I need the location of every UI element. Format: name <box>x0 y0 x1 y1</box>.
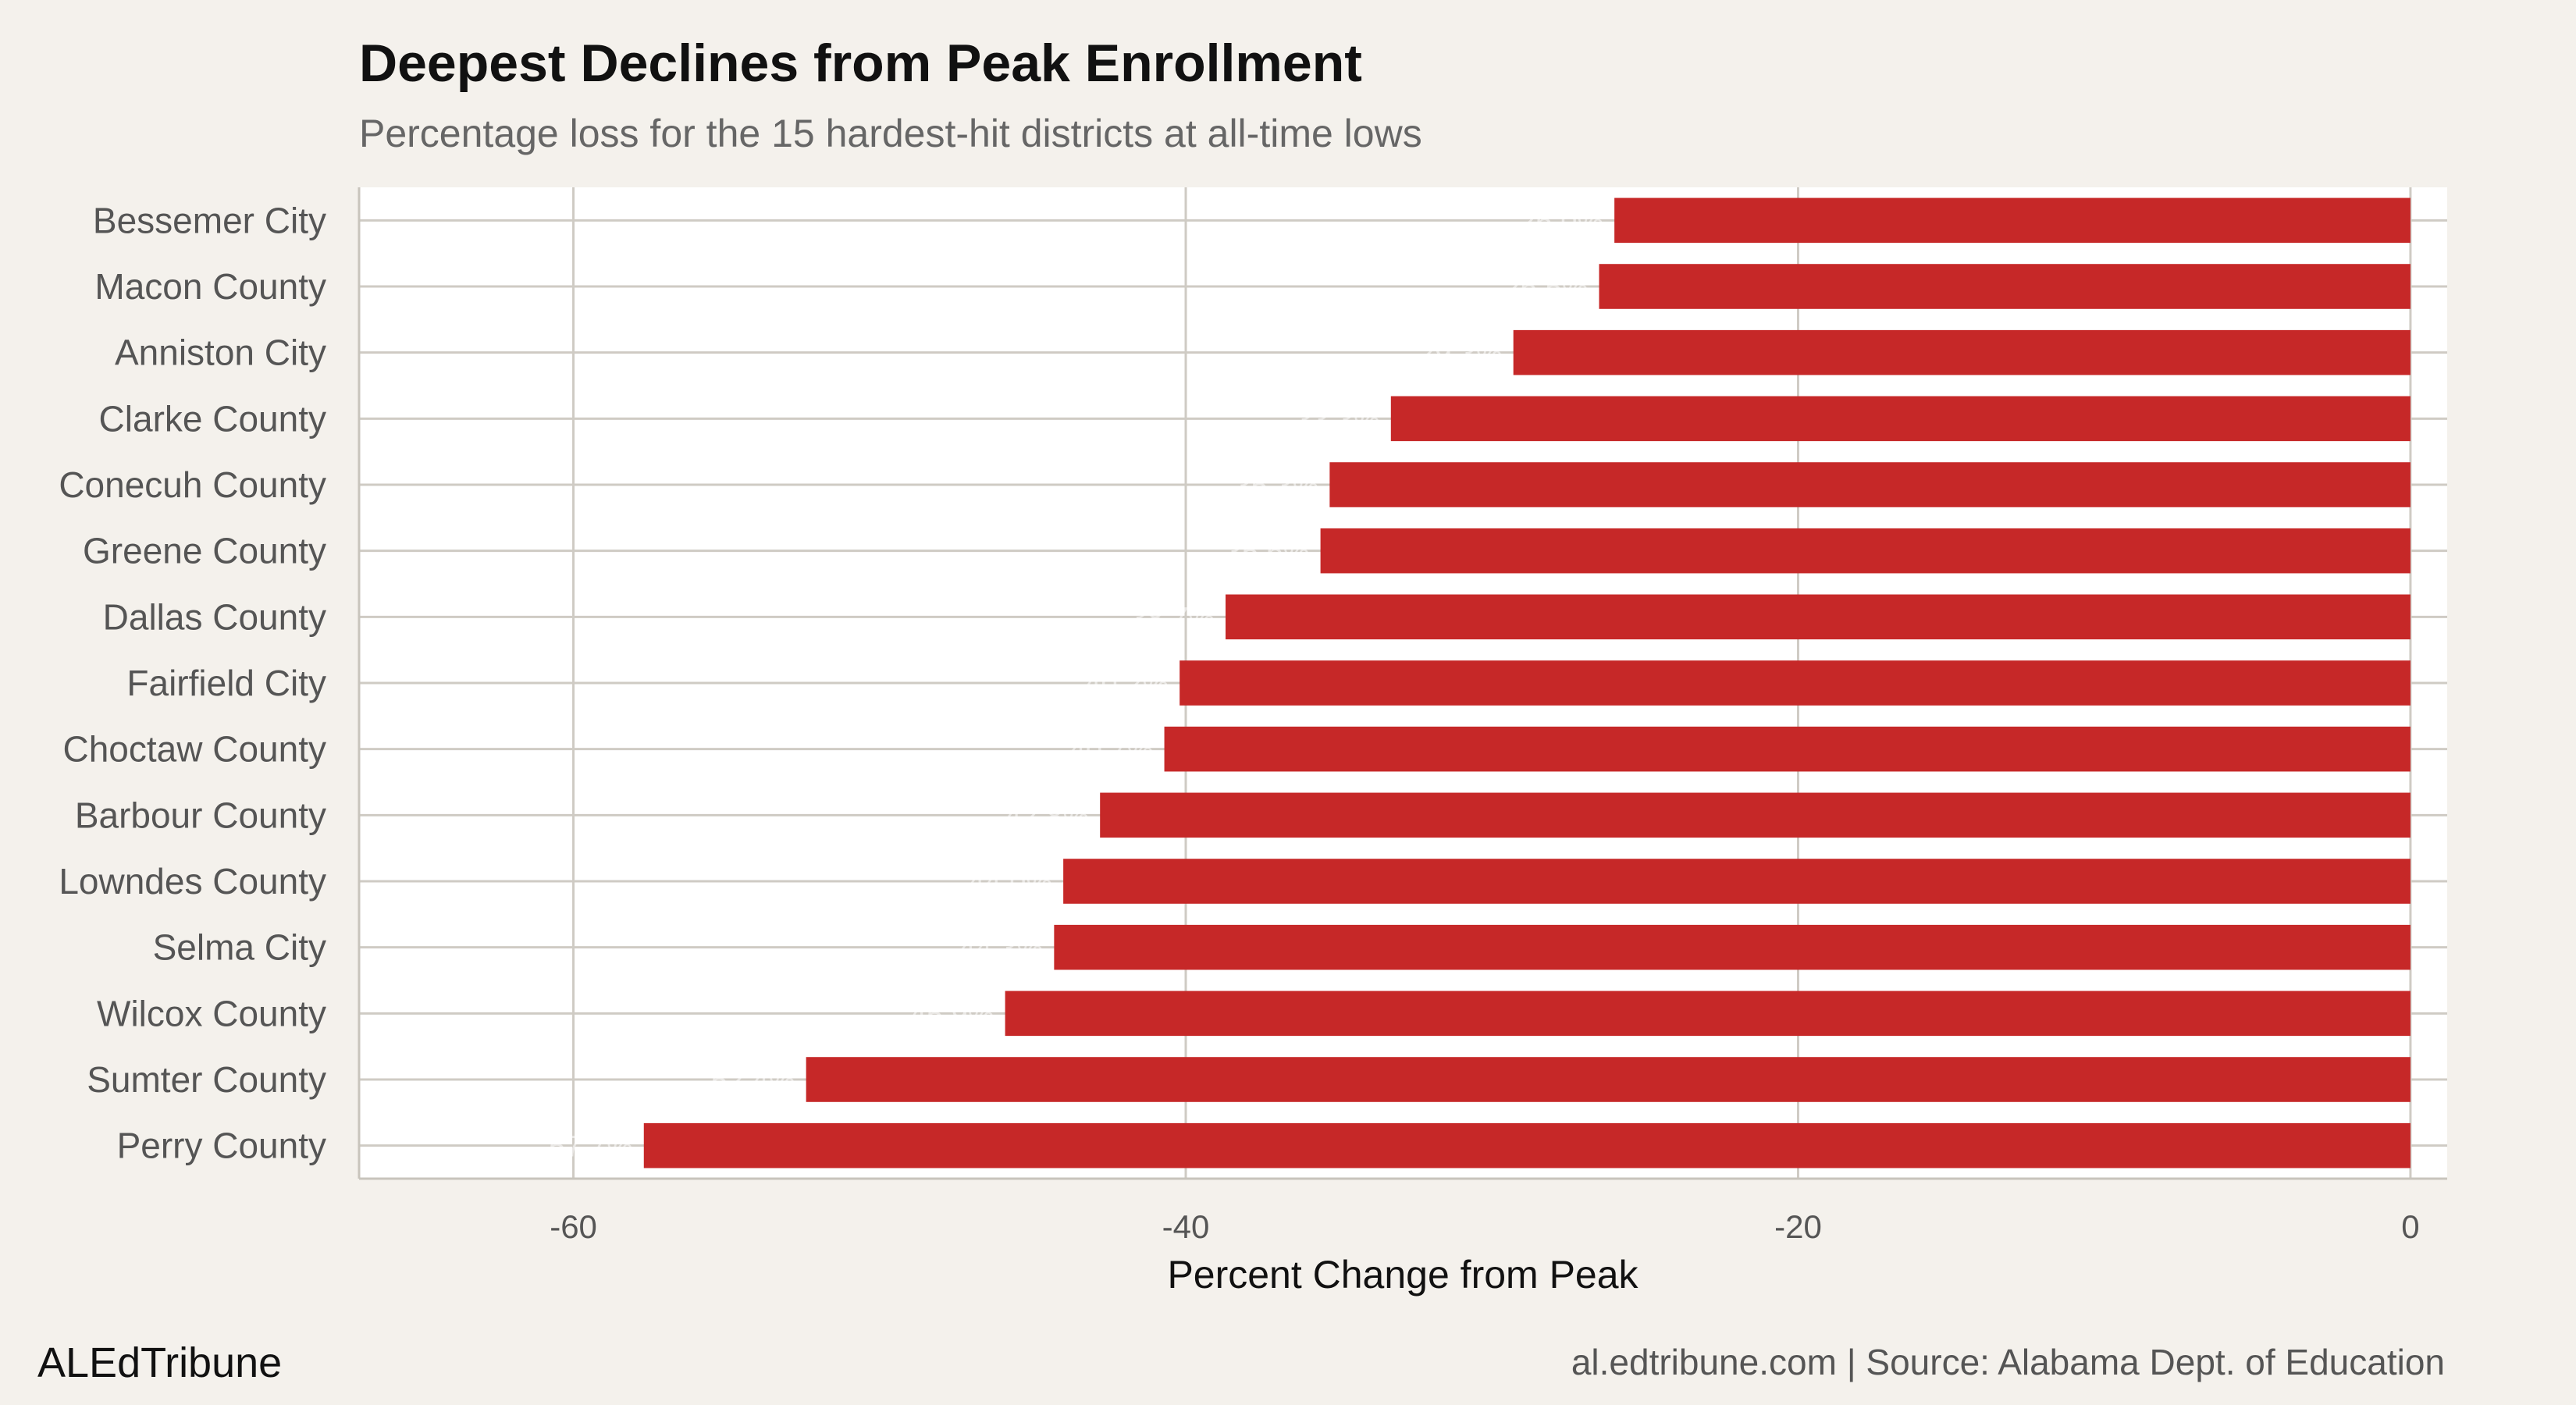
y-tick-label: Dallas County <box>103 596 326 637</box>
bar <box>1164 726 2411 772</box>
chart-title: Deepest Declines from Peak Enrollment <box>359 34 1362 93</box>
bar-value-label: -38.7% <box>1121 602 1215 635</box>
bar-value-label: -42.8% <box>995 800 1089 833</box>
y-tick-label: Bessemer City <box>93 200 326 240</box>
bar <box>1100 792 2411 838</box>
bar <box>1054 924 2411 970</box>
bar-value-label: -45.9% <box>900 998 994 1031</box>
bar-value-label: -35.3% <box>1225 470 1318 503</box>
bar <box>1390 396 2411 442</box>
bar <box>1063 859 2411 904</box>
bar-value-label: -40.2% <box>1075 668 1169 701</box>
bar-value-label: -52.4% <box>701 1065 795 1097</box>
y-tick-label: Barbour County <box>75 795 326 835</box>
bar <box>643 1122 2411 1168</box>
y-tick-label: Selma City <box>153 927 326 968</box>
bar <box>1179 660 2411 706</box>
x-tick-labels: -60 -40 -20 0 <box>550 1208 2419 1245</box>
y-tick-labels: Bessemer City Macon County Anniston City Cl… <box>59 200 326 1165</box>
bar-value-label: -26.5% <box>1494 272 1588 304</box>
bar <box>1320 528 2411 574</box>
y-tick-label: Sumter County <box>87 1059 326 1100</box>
y-tick-label: Macon County <box>94 266 326 307</box>
x-tick-label: -60 <box>550 1208 597 1245</box>
bar-value-label: -44.0% <box>959 866 1052 899</box>
y-tick-label: Perry County <box>117 1126 326 1166</box>
x-tick-label: -40 <box>1162 1208 1210 1245</box>
y-tick-label: Greene County <box>83 531 326 571</box>
value-label-layer: -26.0% -26.5% -29.3% -33.3% -35.3% -35.6%-38.… <box>539 205 1603 1163</box>
bar <box>806 1057 2411 1102</box>
bar <box>1226 594 2411 640</box>
bar-value-label: -40.7% <box>1059 735 1153 767</box>
chart-subtitle: Percentage loss for the 15 hardest-hit d… <box>359 112 1422 155</box>
y-tick-label: Fairfield City <box>126 663 326 703</box>
bar <box>1005 991 2411 1037</box>
x-tick-label: 0 <box>2401 1208 2419 1245</box>
bar-layer <box>643 197 2411 1168</box>
bar-value-label: -35.6% <box>1215 536 1309 569</box>
y-tick-label: Clarke County <box>99 398 326 439</box>
y-tick-label: Wilcox County <box>97 993 326 1033</box>
y-tick-label: Conecuh County <box>59 464 326 505</box>
bar-value-label: -57.7% <box>539 1131 632 1164</box>
bar-value-label: -44.3% <box>949 933 1043 966</box>
bar <box>1599 264 2411 309</box>
bar <box>1614 197 2411 244</box>
bar-value-label: -26.0% <box>1510 205 1603 238</box>
bar <box>1513 329 2411 375</box>
x-tick-label: -20 <box>1774 1208 1822 1245</box>
y-tick-label: Lowndes County <box>59 861 326 902</box>
brand-name: ALEdTribune <box>37 1339 283 1386</box>
y-tick-label: Anniston City <box>115 333 326 373</box>
y-tick-label: Choctaw County <box>63 729 327 770</box>
bar <box>1329 462 2411 507</box>
x-axis-label: Percent Change from Peak <box>1167 1253 1638 1297</box>
source-note: al.edtribune.com | Source: Alabama Dept.… <box>1571 1342 2445 1382</box>
bar-value-label: -29.3% <box>1408 338 1502 371</box>
bar-value-label: -33.3% <box>1286 404 1379 436</box>
